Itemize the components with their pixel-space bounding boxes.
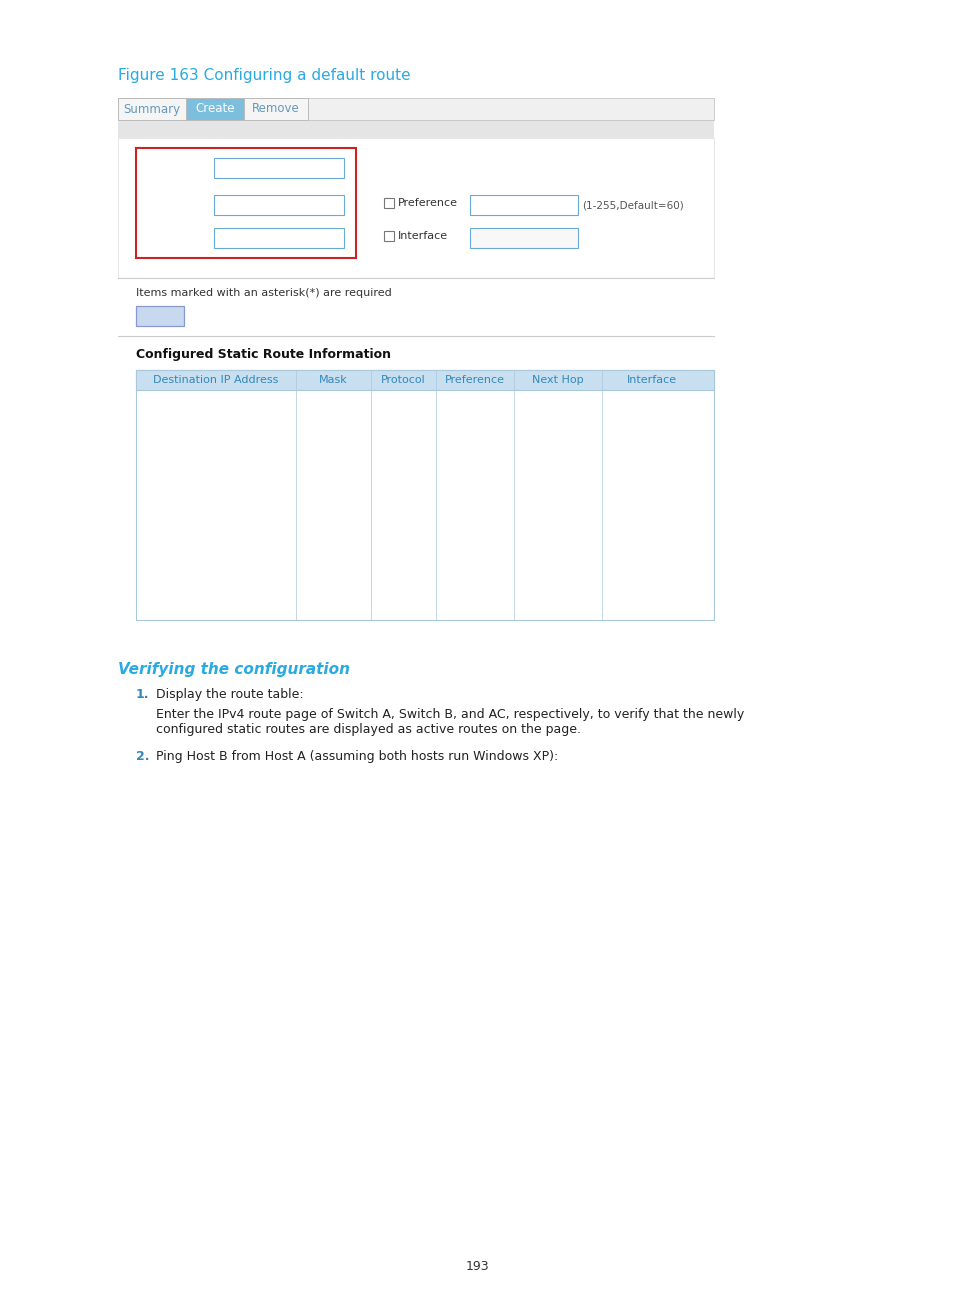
Text: 0: 0 [218, 198, 225, 211]
Text: 0.0.0.0: 0.0.0.0 [218, 162, 258, 175]
Bar [136, 369, 713, 390]
Text: 2.: 2. [136, 750, 150, 763]
Bar [136, 306, 184, 327]
Bar [384, 231, 394, 241]
Text: Next Hop: Next Hop [140, 229, 192, 240]
Text: (1-255,Default=60): (1-255,Default=60) [581, 200, 683, 210]
Bar [213, 194, 344, 215]
Bar [118, 137, 713, 279]
Bar [470, 228, 578, 248]
Text: Figure 163 Configuring a default route: Figure 163 Configuring a default route [118, 67, 410, 83]
Text: 1.1.5.5: 1.1.5.5 [218, 232, 258, 245]
Text: Remove: Remove [252, 102, 299, 115]
Text: Next Hop: Next Hop [532, 375, 583, 385]
Bar [186, 98, 244, 121]
Text: Interface: Interface [626, 375, 677, 385]
Text: Create: Create [195, 102, 234, 115]
Text: Destination IP
Address: Destination IP Address [140, 156, 217, 178]
Text: Interface: Interface [397, 231, 448, 241]
Text: Mask: Mask [319, 375, 348, 385]
Text: Summary: Summary [123, 102, 180, 115]
Bar [213, 228, 344, 248]
Bar [118, 121, 713, 137]
Bar [470, 194, 578, 215]
Bar [384, 198, 394, 207]
Text: *: * [346, 162, 352, 175]
Text: Enter the IPv4 route page of Switch A, Switch B, and AC, respectively, to verify: Enter the IPv4 route page of Switch A, S… [156, 708, 743, 736]
Bar [118, 98, 713, 121]
Bar [136, 369, 713, 619]
Text: 1.: 1. [136, 688, 150, 701]
Text: Preference: Preference [397, 198, 457, 207]
Text: Apply: Apply [143, 310, 176, 323]
Text: M-Ethernet1/0/0: M-Ethernet1/0/0 [474, 233, 558, 244]
Text: Destination IP Address: Destination IP Address [153, 375, 278, 385]
Text: Items marked with an asterisk(*) are required: Items marked with an asterisk(*) are req… [136, 288, 392, 298]
Text: Mask: Mask [140, 197, 169, 207]
Text: Display the route table:: Display the route table: [156, 688, 303, 701]
Text: 193: 193 [465, 1260, 488, 1273]
Text: v: v [563, 233, 569, 244]
Text: Verifying the configuration: Verifying the configuration [118, 662, 350, 677]
Bar [244, 98, 308, 121]
Text: Protocol: Protocol [381, 375, 425, 385]
Text: Preference: Preference [444, 375, 504, 385]
Bar [136, 148, 355, 258]
Bar [213, 158, 344, 178]
Text: *: * [346, 198, 352, 211]
Bar [118, 98, 186, 121]
Text: Ping Host B from Host A (assuming both hosts run Windows XP):: Ping Host B from Host A (assuming both h… [156, 750, 558, 763]
Text: Configured Static Route Information: Configured Static Route Information [136, 349, 391, 362]
